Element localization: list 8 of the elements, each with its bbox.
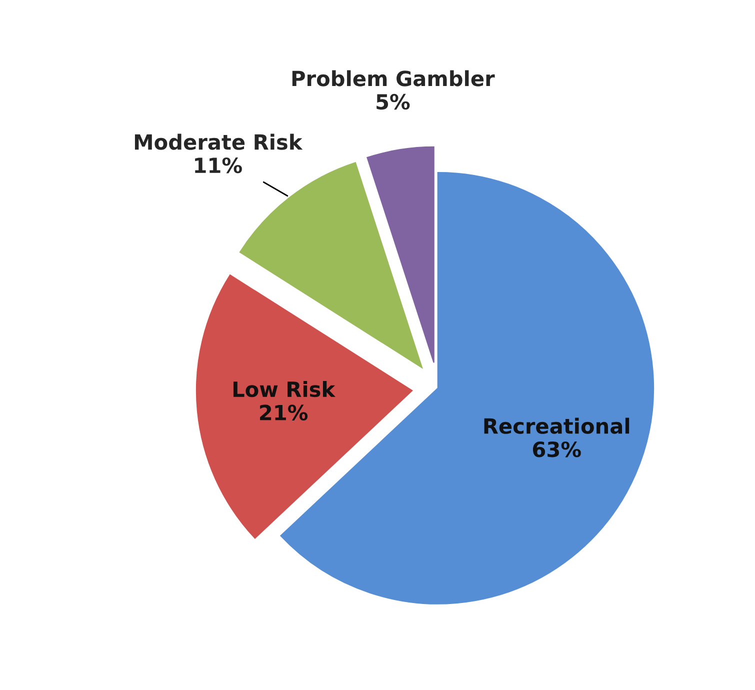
slice-label: Recreational [484, 418, 630, 434]
slice-label: Low Risk [233, 380, 336, 398]
slice-label: Problem Gambler [292, 70, 495, 86]
data-label: 63% [532, 441, 581, 458]
data-label: 21% [260, 404, 308, 420]
slice-label: Moderate Risk [134, 134, 303, 150]
data-label: 5% [376, 94, 410, 110]
data-label: 11% [195, 157, 242, 174]
